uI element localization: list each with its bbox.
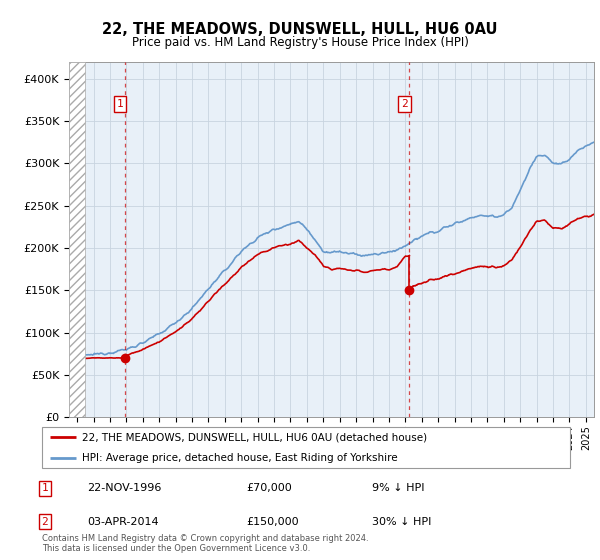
Text: 9% ↓ HPI: 9% ↓ HPI bbox=[372, 483, 425, 493]
Text: HPI: Average price, detached house, East Riding of Yorkshire: HPI: Average price, detached house, East… bbox=[82, 452, 397, 463]
Text: £70,000: £70,000 bbox=[246, 483, 292, 493]
Bar bbox=[69, 62, 85, 417]
Text: 1: 1 bbox=[116, 99, 123, 109]
Text: £150,000: £150,000 bbox=[246, 517, 299, 527]
Text: 1: 1 bbox=[41, 483, 49, 493]
Text: Contains HM Land Registry data © Crown copyright and database right 2024.
This d: Contains HM Land Registry data © Crown c… bbox=[42, 534, 368, 553]
Text: 22, THE MEADOWS, DUNSWELL, HULL, HU6 0AU: 22, THE MEADOWS, DUNSWELL, HULL, HU6 0AU bbox=[102, 22, 498, 37]
Text: 2: 2 bbox=[41, 517, 49, 527]
FancyBboxPatch shape bbox=[42, 427, 570, 468]
Text: 2: 2 bbox=[401, 99, 408, 109]
Text: Price paid vs. HM Land Registry's House Price Index (HPI): Price paid vs. HM Land Registry's House … bbox=[131, 36, 469, 49]
Text: 22-NOV-1996: 22-NOV-1996 bbox=[87, 483, 161, 493]
Text: 03-APR-2014: 03-APR-2014 bbox=[87, 517, 158, 527]
Text: 22, THE MEADOWS, DUNSWELL, HULL, HU6 0AU (detached house): 22, THE MEADOWS, DUNSWELL, HULL, HU6 0AU… bbox=[82, 432, 427, 442]
Text: 30% ↓ HPI: 30% ↓ HPI bbox=[372, 517, 431, 527]
